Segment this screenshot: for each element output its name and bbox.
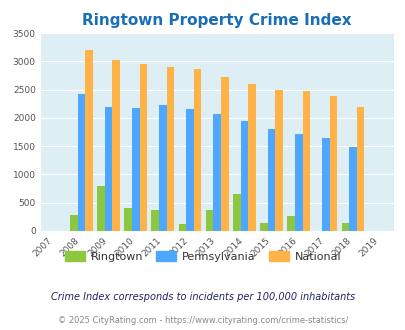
- Bar: [151, 210, 159, 231]
- Bar: [321, 138, 329, 231]
- Bar: [85, 50, 92, 231]
- Bar: [186, 109, 193, 231]
- Bar: [275, 89, 282, 231]
- Bar: [287, 216, 294, 231]
- Bar: [348, 147, 356, 231]
- Bar: [139, 64, 147, 231]
- Bar: [112, 60, 119, 231]
- Bar: [193, 69, 201, 231]
- Bar: [70, 215, 77, 231]
- Bar: [356, 107, 364, 231]
- Bar: [166, 67, 174, 231]
- Bar: [124, 208, 132, 231]
- Bar: [77, 93, 85, 231]
- Bar: [97, 186, 104, 231]
- Title: Ringtown Property Crime Index: Ringtown Property Crime Index: [82, 13, 351, 28]
- Text: Crime Index corresponds to incidents per 100,000 inhabitants: Crime Index corresponds to incidents per…: [51, 292, 354, 302]
- Bar: [329, 96, 337, 231]
- Bar: [294, 134, 302, 231]
- Bar: [267, 129, 275, 231]
- Bar: [104, 107, 112, 231]
- Bar: [232, 194, 240, 231]
- Bar: [260, 222, 267, 231]
- Text: © 2025 CityRating.com - https://www.cityrating.com/crime-statistics/: © 2025 CityRating.com - https://www.city…: [58, 316, 347, 325]
- Bar: [240, 121, 247, 231]
- Bar: [178, 224, 186, 231]
- Bar: [341, 222, 348, 231]
- Bar: [132, 108, 139, 231]
- Bar: [205, 210, 213, 231]
- Bar: [302, 91, 309, 231]
- Legend: Ringtown, Pennsylvania, National: Ringtown, Pennsylvania, National: [60, 247, 345, 267]
- Bar: [159, 105, 166, 231]
- Bar: [247, 84, 255, 231]
- Bar: [220, 77, 228, 231]
- Bar: [213, 115, 220, 231]
